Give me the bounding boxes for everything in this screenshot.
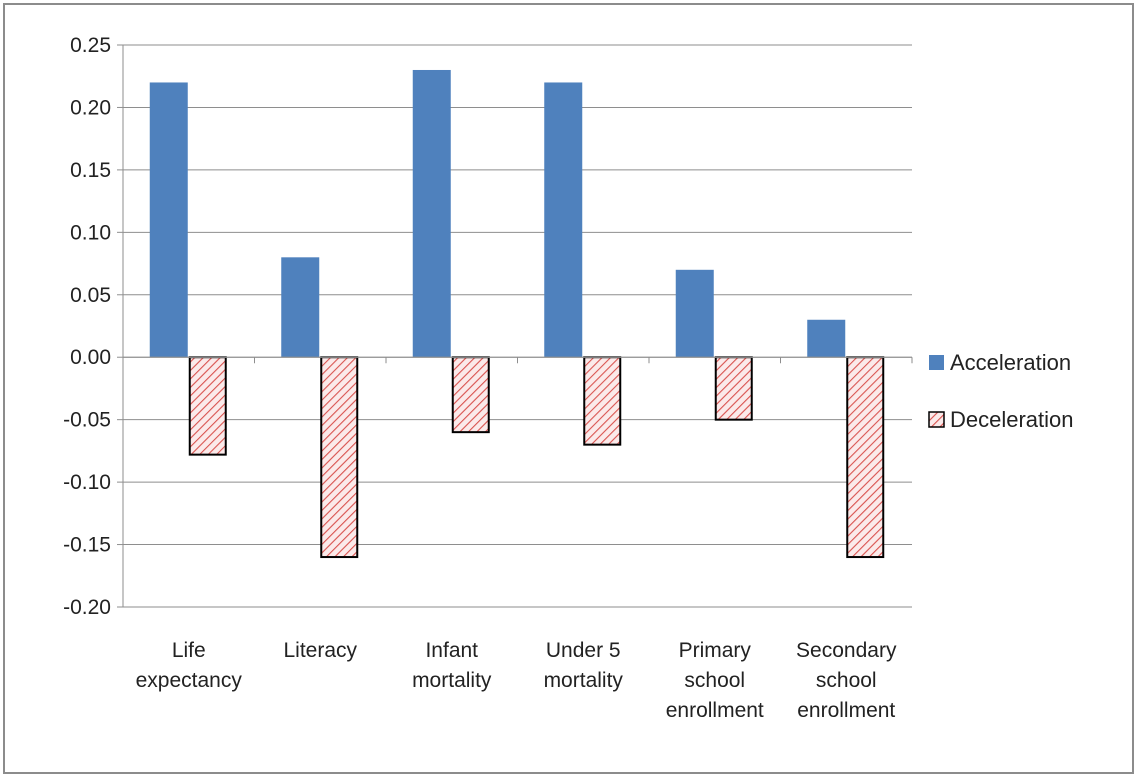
bars bbox=[149, 69, 885, 559]
legend-swatch-deceleration bbox=[928, 411, 945, 428]
legend-swatch-acceleration bbox=[929, 355, 944, 370]
bar-acceleration bbox=[544, 82, 583, 358]
y-tick-label: -0.10 bbox=[63, 471, 111, 494]
y-tick-label: 0.25 bbox=[70, 34, 111, 57]
y-tick-label: 0.15 bbox=[70, 159, 111, 182]
y-tick-label: -0.20 bbox=[63, 596, 111, 619]
bar-acceleration bbox=[807, 319, 846, 358]
bar-deceleration bbox=[320, 356, 359, 559]
x-tick-label: Literacy bbox=[283, 639, 357, 662]
axes bbox=[117, 44, 913, 608]
x-axis-labels: Life expectancy Literacy Infant mortality Und… bbox=[136, 639, 897, 722]
bar-acceleration bbox=[412, 69, 451, 358]
bar-acceleration bbox=[281, 257, 320, 358]
bar-deceleration bbox=[846, 356, 885, 559]
y-tick-label: 0.00 bbox=[70, 346, 111, 369]
legend-label: Deceleration bbox=[950, 407, 1074, 432]
bar-acceleration bbox=[675, 269, 714, 358]
y-axis-ticks: 0.25 0.20 0.15 0.10 0.05 0.00 -0.05 -0.10 -0.15 -… bbox=[63, 34, 111, 619]
x-tick-label: Under 5 mortality bbox=[544, 639, 624, 692]
y-tick-label: 0.10 bbox=[70, 221, 111, 244]
legend: Acceleration Deceleration bbox=[928, 350, 1074, 432]
y-tick-label: -0.15 bbox=[63, 534, 111, 557]
y-tick-label: 0.20 bbox=[70, 96, 111, 119]
bar-deceleration bbox=[583, 356, 622, 446]
y-tick-label: -0.05 bbox=[63, 409, 111, 432]
legend-label: Acceleration bbox=[950, 350, 1071, 375]
bar-deceleration bbox=[714, 356, 753, 421]
bar-deceleration bbox=[188, 356, 227, 456]
x-tick-label: Primary school enrollment bbox=[666, 639, 764, 722]
x-tick-label: Life expectancy bbox=[136, 639, 243, 692]
x-tick-label: Secondary school enrollment bbox=[796, 639, 897, 722]
bar-acceleration bbox=[149, 82, 188, 358]
y-tick-label: 0.05 bbox=[70, 284, 111, 307]
x-tick-label: Infant mortality bbox=[412, 639, 492, 692]
bar-deceleration bbox=[451, 356, 490, 434]
gridlines bbox=[123, 44, 912, 608]
